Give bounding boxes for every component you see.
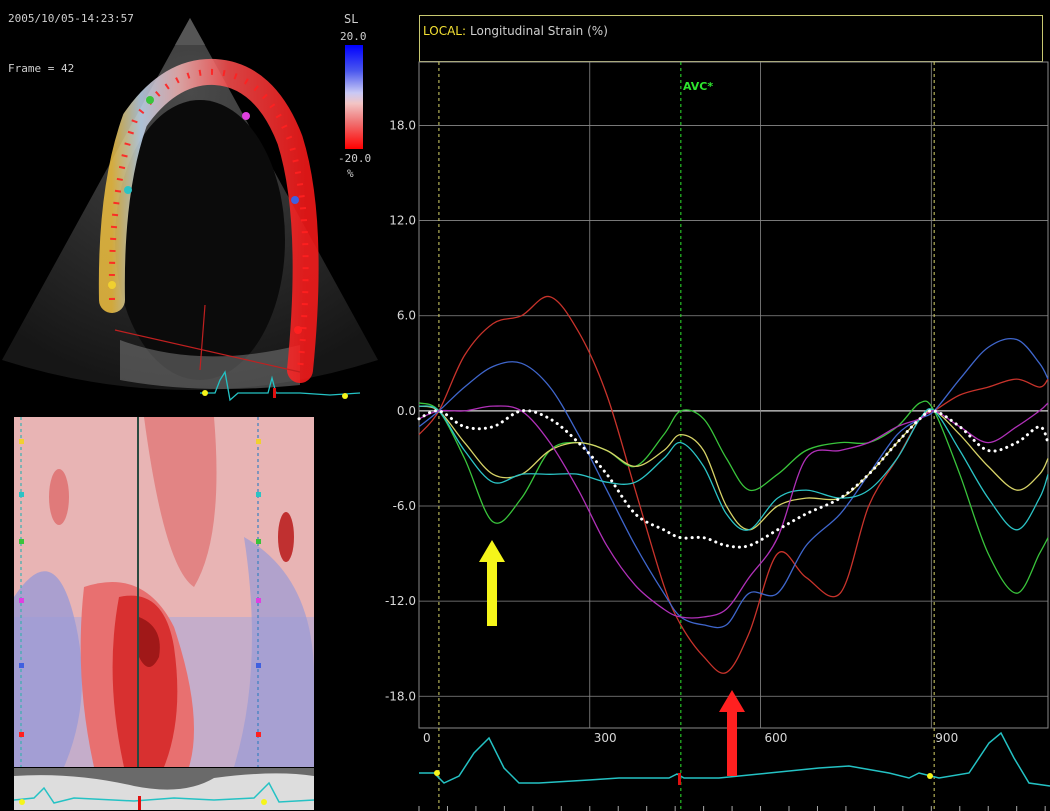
y-tick-label: -18.0 <box>385 689 416 703</box>
segment-strain-curve <box>418 295 1049 674</box>
red-up-arrow <box>719 690 745 776</box>
strain-colorbar <box>345 45 363 149</box>
average-strain-curve <box>417 409 1050 549</box>
x-tick-label: 300 <box>594 731 617 745</box>
yellow-up-arrow <box>479 540 505 626</box>
plot-frame <box>418 61 1049 729</box>
x-tick-label: 900 <box>935 731 958 745</box>
chart-ecg-trace <box>419 731 1050 787</box>
echo-image <box>2 18 378 402</box>
echo-timestamp: 2005/10/05-14:23:57 <box>8 12 134 25</box>
y-tick-label: 18.0 <box>389 118 416 132</box>
segment-strain-curve <box>418 400 1049 594</box>
y-tick-label: 6.0 <box>397 309 416 323</box>
segment-strain-curve <box>418 405 1049 531</box>
avc-marker-label: AVC* <box>683 80 714 93</box>
scale-unit-label: % <box>347 167 354 180</box>
frame-counter: Frame = 42 <box>8 62 75 75</box>
x-tick-label: 0 <box>423 731 431 745</box>
scale-min-label: -20.0 <box>338 152 372 165</box>
y-tick-label: 0.0 <box>397 404 416 418</box>
x-tick-label: 600 <box>765 731 788 745</box>
segment-strain-curve <box>418 338 1049 629</box>
segment-strain-curve <box>418 402 1049 619</box>
chart-header-prefix: LOCAL: <box>423 24 467 38</box>
y-tick-label: -12.0 <box>385 594 416 608</box>
scale-max-label: 20.0 <box>340 30 367 43</box>
y-tick-label: -6.0 <box>393 499 416 513</box>
mini-ecg-strip <box>14 768 314 810</box>
scale-title: SL <box>344 12 359 26</box>
chart-title: Longitudinal Strain (%) <box>470 24 608 38</box>
segment-strain-curve <box>418 405 1049 531</box>
curved-mmode-map[interactable] <box>14 417 314 767</box>
y-tick-label: 12.0 <box>389 214 416 228</box>
